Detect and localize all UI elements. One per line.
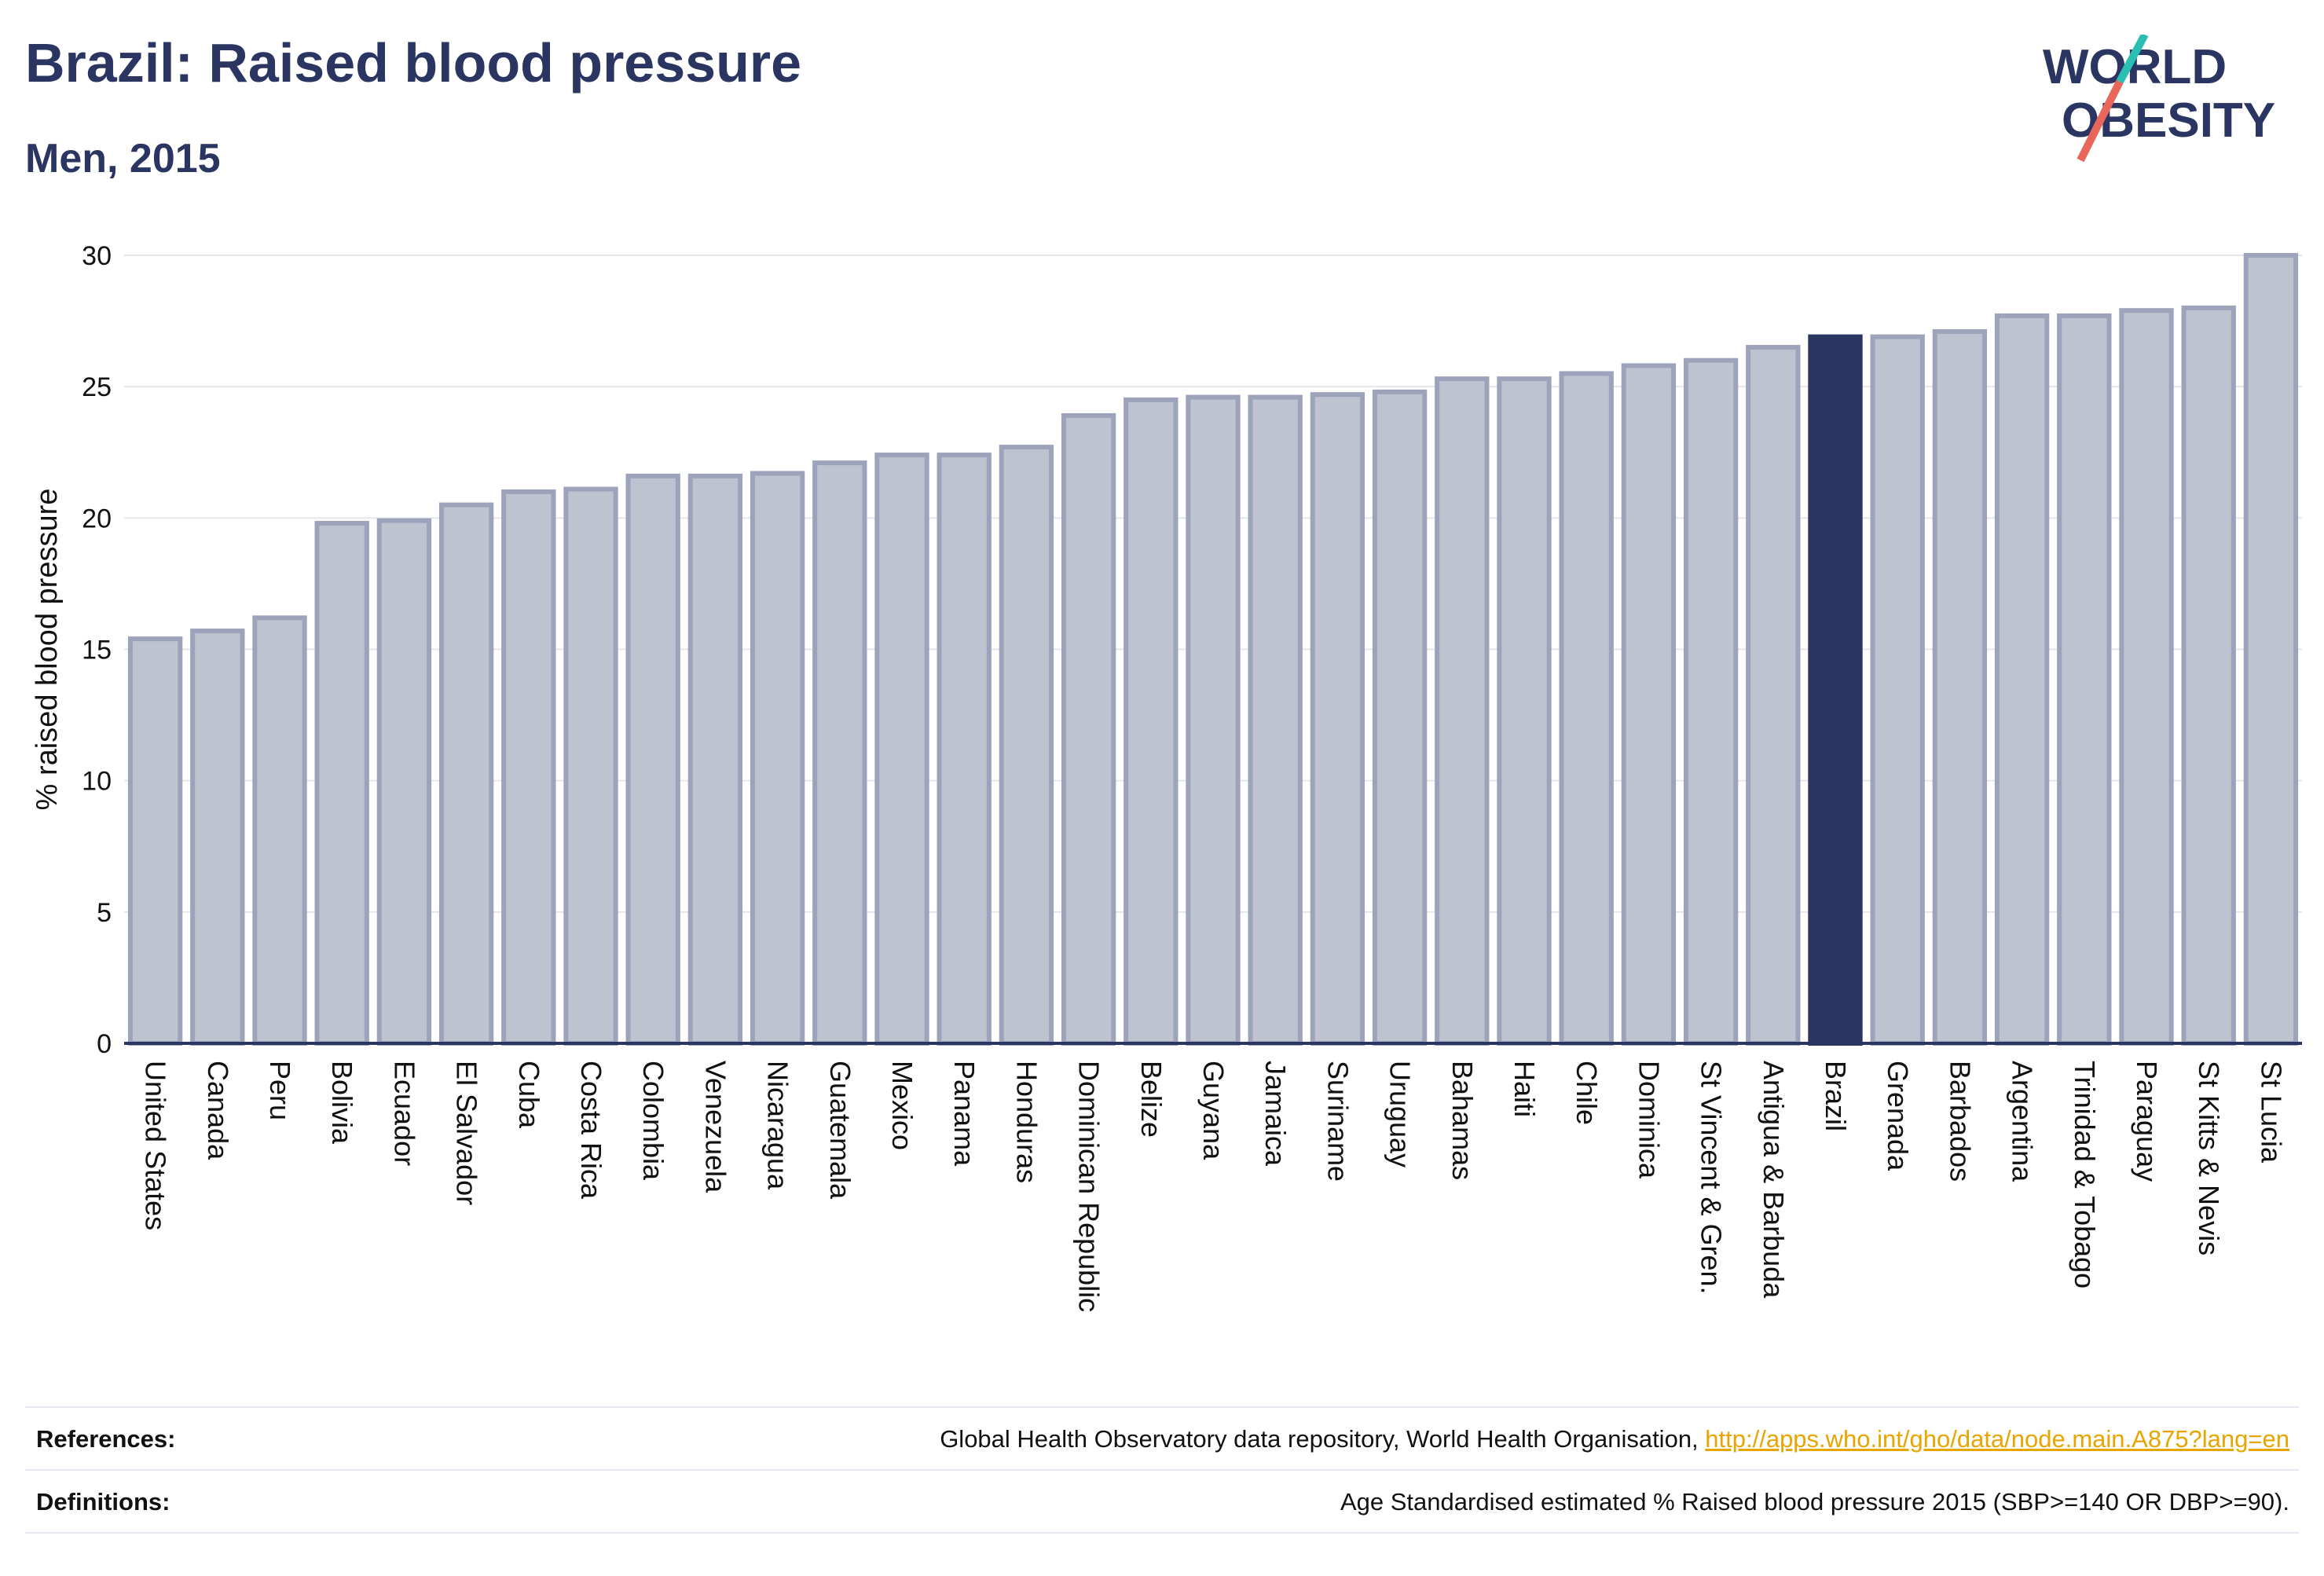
bar	[625, 473, 680, 1046]
references-text: Global Health Observatory data repositor…	[940, 1425, 1706, 1453]
bar	[1621, 363, 1677, 1046]
bar	[812, 460, 867, 1046]
x-tick-label: Uruguay	[1384, 1061, 1417, 1167]
bar	[1870, 334, 1925, 1046]
x-tick-label: St Vincent & Gren.	[1695, 1061, 1728, 1295]
x-tick-label: Venezuela	[699, 1061, 731, 1193]
references-row: References: Global Health Observatory da…	[25, 1406, 2299, 1471]
definitions-label: Definitions:	[36, 1488, 170, 1516]
x-tick-label: United States	[140, 1061, 172, 1230]
bar	[2119, 308, 2174, 1046]
bar	[252, 615, 307, 1046]
y-tick-label: 5	[97, 898, 112, 928]
x-tick-label: Mexico	[886, 1061, 918, 1150]
world-obesity-logo: WORLD OBESITY	[2043, 35, 2275, 163]
x-tick-label: Cuba	[513, 1061, 545, 1129]
bar	[376, 518, 432, 1046]
x-tick-label: Ecuador	[388, 1061, 420, 1166]
logo-slash-top	[2116, 35, 2149, 84]
y-axis-label: % raised blood pressure	[31, 489, 64, 811]
x-tick-label: Bahamas	[1446, 1061, 1479, 1180]
bar	[2243, 253, 2299, 1046]
x-tick-label: Dominican Republic	[1073, 1061, 1105, 1312]
x-tick-label: Paraguay	[2131, 1061, 2163, 1182]
x-tick-label: Panama	[948, 1061, 981, 1167]
bar	[750, 471, 805, 1046]
x-tick-label: Haiti	[1508, 1061, 1541, 1117]
x-tick-label: Suriname	[1321, 1061, 1354, 1182]
footer-bottom-divider	[25, 1532, 2299, 1534]
references-link[interactable]: http://apps.who.int/gho/data/node.main.A…	[1705, 1425, 2289, 1453]
bar	[1186, 394, 1241, 1046]
x-tick-label: Brazil	[1820, 1061, 1852, 1131]
x-tick-label: Barbados	[1944, 1061, 1976, 1182]
bar	[2057, 313, 2112, 1046]
bar	[687, 473, 743, 1046]
bar	[1932, 328, 1988, 1046]
bar	[937, 453, 992, 1046]
logo-slash-bottom	[2077, 79, 2124, 163]
chart-title: Brazil: Raised blood pressure	[25, 32, 802, 93]
chart-subtitle: Men, 2015	[25, 136, 221, 181]
bar	[1435, 376, 1490, 1046]
bar	[563, 486, 618, 1046]
bar	[314, 521, 369, 1046]
y-tick-label: 0	[97, 1029, 112, 1059]
x-tick-label: Guyana	[1197, 1061, 1230, 1160]
x-tick-label: St Kitts & Nevis	[2193, 1061, 2225, 1255]
bar	[1559, 371, 1614, 1046]
bar-chart: 0 5 10 15 20 25 30 % raised blood pressure Unite…	[31, 241, 2302, 1312]
bar	[999, 445, 1054, 1046]
x-tick-label: El Salvador	[451, 1061, 483, 1205]
bar	[1372, 389, 1428, 1046]
bar	[1497, 376, 1552, 1046]
bar	[874, 453, 929, 1046]
definitions-value: Age Standardised estimated % Raised bloo…	[1340, 1488, 2289, 1516]
references-label: References:	[36, 1425, 176, 1453]
bar	[1683, 357, 1739, 1046]
bar	[1248, 394, 1303, 1046]
x-tick-label: Dominica	[1633, 1061, 1665, 1179]
bar	[1746, 345, 1801, 1046]
x-tick-label: Bolivia	[326, 1061, 358, 1145]
x-tick-label: Belize	[1135, 1061, 1167, 1138]
x-tick-label: Argentina	[2007, 1061, 2039, 1182]
x-tick-label: Costa Rica	[575, 1061, 607, 1200]
bar	[127, 636, 183, 1046]
x-tick-label: Grenada	[1882, 1061, 1914, 1171]
x-tick-label: Jamaica	[1259, 1061, 1292, 1167]
bar	[1994, 313, 2050, 1046]
x-tick-label: Colombia	[637, 1061, 669, 1181]
y-tick-label: 10	[82, 767, 112, 797]
bar-highlighted	[1808, 334, 1863, 1046]
x-tick-label: Antigua & Barbuda	[1758, 1061, 1790, 1299]
y-tick-label: 25	[82, 372, 112, 402]
bar	[438, 502, 494, 1046]
x-tick-label: Trinidad & Tobago	[2069, 1061, 2101, 1288]
bar	[190, 629, 245, 1046]
bar	[1061, 412, 1116, 1046]
bar	[1124, 397, 1178, 1046]
x-tick-label: Peru	[264, 1061, 296, 1120]
y-tick-label: 20	[82, 504, 112, 533]
bar	[1310, 392, 1365, 1046]
definitions-row: Definitions: Age Standardised estimated …	[25, 1469, 2299, 1534]
x-tick-label: Guatemala	[824, 1061, 856, 1200]
y-tick-label: 15	[82, 636, 112, 665]
bar	[2181, 305, 2236, 1046]
y-tick-label: 30	[82, 241, 112, 271]
references-value: Global Health Observatory data repositor…	[940, 1425, 2289, 1453]
x-tick-label: Nicaragua	[762, 1061, 794, 1190]
bar	[501, 489, 556, 1046]
x-tick-label: Chile	[1571, 1061, 1603, 1125]
x-tick-label: Honduras	[1010, 1061, 1043, 1183]
x-tick-label: St Lucia	[2255, 1061, 2287, 1164]
x-tick-label: Canada	[202, 1061, 234, 1160]
